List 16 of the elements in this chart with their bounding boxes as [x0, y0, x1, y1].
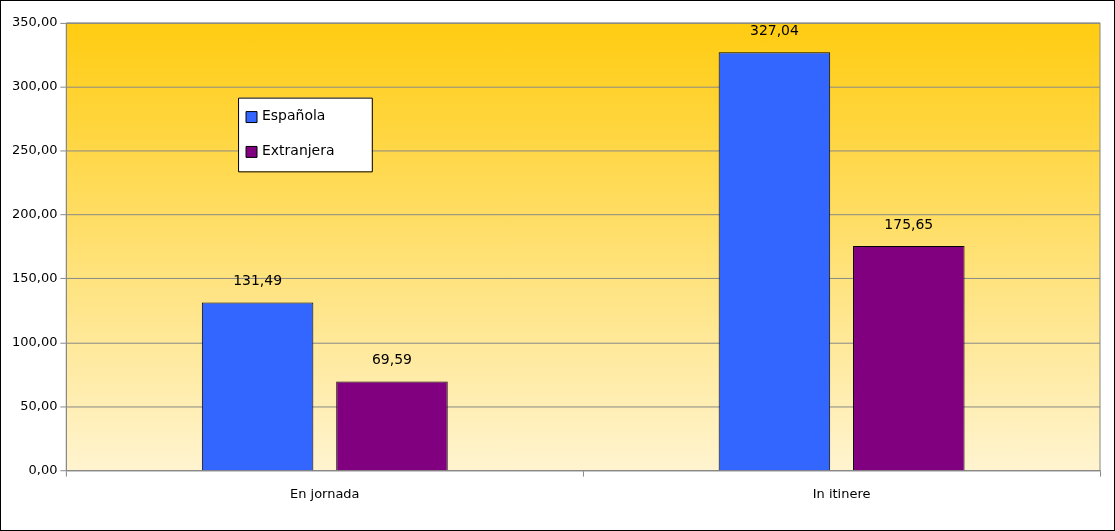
- y-tick-label: 200,00: [12, 206, 58, 222]
- y-tick-label: 0,00: [28, 462, 58, 477]
- x-tick-label: En jornada: [290, 485, 360, 501]
- y-tick-label: 300,00: [12, 78, 58, 94]
- data-label: 175,65: [884, 215, 934, 232]
- legend-label: Española: [262, 107, 326, 124]
- y-tick-label: 250,00: [12, 142, 58, 158]
- y-tick-label: 350,00: [12, 14, 58, 30]
- x-tick-label: In itinere: [812, 485, 871, 501]
- legend-label: Extranjera: [262, 142, 335, 159]
- y-tick-label: 100,00: [12, 334, 58, 350]
- data-label: 327,04: [749, 22, 799, 38]
- data-label: 131,49: [233, 272, 283, 289]
- data-label: 69,59: [371, 351, 412, 368]
- y-tick-label: 50,00: [20, 398, 58, 414]
- y-tick-label: 150,00: [12, 270, 58, 286]
